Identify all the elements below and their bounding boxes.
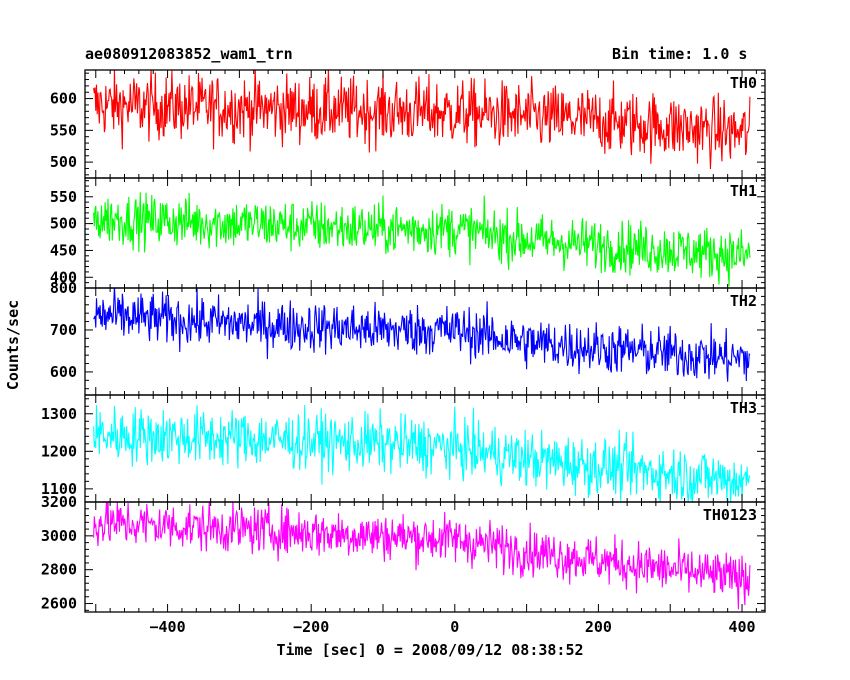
y-tick-label-th2: 600 [50, 363, 77, 381]
y-tick-label-th1: 500 [50, 215, 77, 233]
panel-label-th3: TH3 [730, 399, 757, 417]
x-tick-label: −200 [293, 618, 329, 636]
y-tick-label-th0123: 3200 [41, 493, 77, 511]
panel-label-th0123: TH0123 [703, 506, 757, 524]
bin-time-label: Bin time: 1.0 s [612, 45, 748, 63]
x-tick-label: −400 [150, 618, 186, 636]
y-tick-label-th0: 550 [50, 121, 77, 139]
y-tick-label-th1: 450 [50, 241, 77, 259]
panel-label-th1: TH1 [730, 182, 757, 200]
y-tick-label-th0123: 3000 [41, 527, 77, 545]
y-tick-label-th3: 1300 [41, 405, 77, 423]
x-tick-label: 200 [585, 618, 612, 636]
x-tick-label: 0 [450, 618, 459, 636]
series-line-th3 [93, 405, 751, 502]
series-line-th2 [93, 288, 751, 382]
panel-label-th2: TH2 [730, 292, 757, 310]
series-line-th1 [93, 192, 751, 287]
y-tick-label-th2: 800 [50, 279, 77, 297]
y-tick-label-th0: 500 [50, 153, 77, 171]
y-tick-label-th1: 400 [50, 268, 77, 286]
chart-title: ae080912083852_wam1_trn [85, 45, 293, 63]
y-tick-label-th0123: 2800 [41, 561, 77, 579]
y-tick-label-th2: 700 [50, 321, 77, 339]
y-tick-label-th0: 600 [50, 90, 77, 108]
series-line-th0123 [93, 502, 751, 610]
y-axis-label: Counts/sec [4, 300, 22, 390]
panel-frame-th0123 [84, 501, 766, 613]
panel-label-th0: TH0 [730, 74, 757, 92]
x-axis-label: Time [sec] 0 = 2008/09/12 08:38:52 [276, 641, 583, 659]
y-tick-label-th3: 1200 [41, 442, 77, 460]
series-line-th0 [93, 70, 751, 169]
y-tick-label-th0123: 2600 [41, 595, 77, 613]
x-tick-label: 400 [728, 618, 755, 636]
y-tick-label-th1: 550 [50, 188, 77, 206]
y-tick-label-th3: 1100 [41, 480, 77, 498]
